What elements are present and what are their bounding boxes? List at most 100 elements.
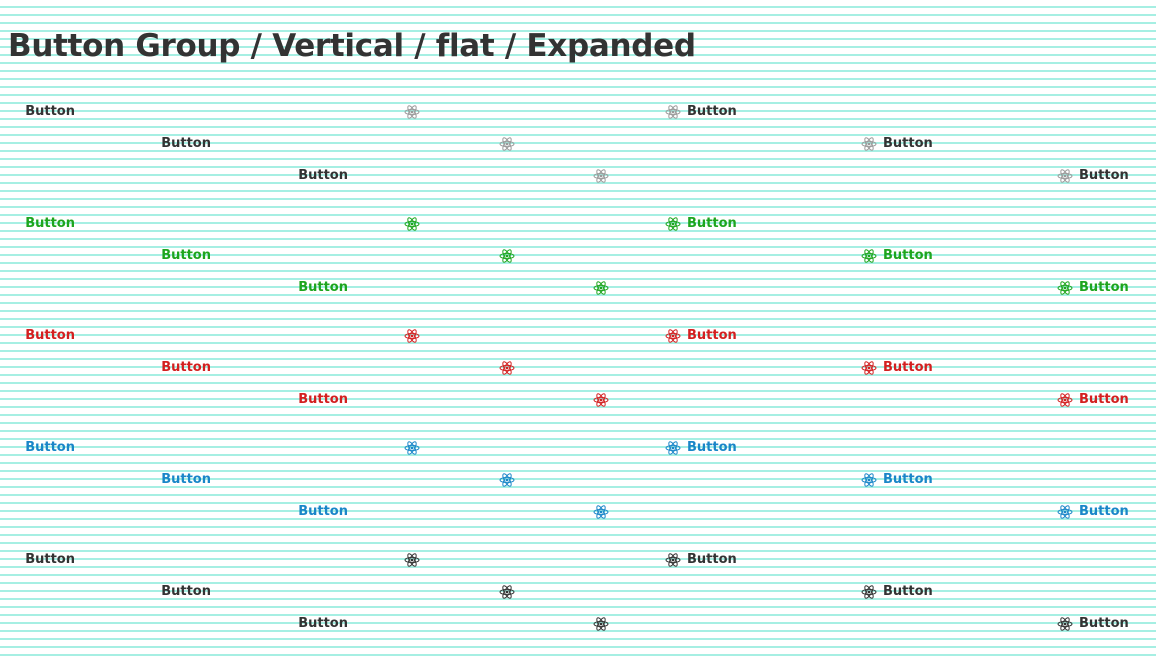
dark-text-button[interactable]: Button xyxy=(0,550,75,570)
atom-icon xyxy=(593,280,609,296)
button-label: Button xyxy=(687,440,737,455)
button-label: Button xyxy=(1079,168,1129,183)
atom-icon xyxy=(593,392,609,408)
atom-icon xyxy=(665,216,681,232)
primary-text-button[interactable]: Button xyxy=(91,470,211,490)
danger-text-button[interactable]: Button xyxy=(0,326,75,346)
atom-icon xyxy=(499,360,515,376)
danger-icon-text-button[interactable]: Button xyxy=(665,326,737,346)
primary-text-button[interactable]: Button xyxy=(228,502,348,522)
atom-icon xyxy=(665,104,681,120)
button-label: Button xyxy=(1079,504,1129,519)
success-icon-button[interactable] xyxy=(404,216,420,232)
atom-icon xyxy=(593,616,609,632)
button-label: Button xyxy=(298,168,348,183)
success-icon-text-button[interactable]: Button xyxy=(1057,278,1129,298)
success-text-button[interactable]: Button xyxy=(91,246,211,266)
success-icon-text-button[interactable]: Button xyxy=(861,246,933,266)
atom-icon xyxy=(499,472,515,488)
default-text-button[interactable]: Button xyxy=(228,166,348,186)
button-label: Button xyxy=(883,472,933,487)
danger-icon-button[interactable] xyxy=(499,360,515,376)
atom-icon xyxy=(861,360,877,376)
danger-icon-text-button[interactable]: Button xyxy=(1057,390,1129,410)
default-icon-text-button[interactable]: Button xyxy=(1057,166,1129,186)
atom-icon xyxy=(861,472,877,488)
button-label: Button xyxy=(161,584,211,599)
default-icon-button[interactable] xyxy=(499,136,515,152)
atom-icon xyxy=(665,440,681,456)
atom-icon xyxy=(665,328,681,344)
button-label: Button xyxy=(298,616,348,631)
atom-icon xyxy=(593,168,609,184)
atom-icon xyxy=(593,504,609,520)
atom-icon xyxy=(861,584,877,600)
danger-icon-button[interactable] xyxy=(404,328,420,344)
primary-icon-text-button[interactable]: Button xyxy=(665,438,737,458)
dark-text-button[interactable]: Button xyxy=(228,614,348,634)
button-label: Button xyxy=(1079,392,1129,407)
atom-icon xyxy=(499,584,515,600)
button-label: Button xyxy=(687,104,737,119)
page-title: Button Group / Vertical / flat / Expande… xyxy=(8,28,696,64)
button-label: Button xyxy=(25,440,75,455)
dark-icon-button[interactable] xyxy=(593,616,609,632)
atom-icon xyxy=(861,248,877,264)
button-label: Button xyxy=(298,280,348,295)
atom-icon xyxy=(1057,392,1073,408)
button-label: Button xyxy=(1079,616,1129,631)
primary-icon-text-button[interactable]: Button xyxy=(861,470,933,490)
danger-icon-button[interactable] xyxy=(593,392,609,408)
atom-icon xyxy=(1057,280,1073,296)
atom-icon xyxy=(404,104,420,120)
danger-text-button[interactable]: Button xyxy=(91,358,211,378)
default-text-button[interactable]: Button xyxy=(91,134,211,154)
dark-icon-button[interactable] xyxy=(499,584,515,600)
default-icon-button[interactable] xyxy=(404,104,420,120)
default-icon-text-button[interactable]: Button xyxy=(861,134,933,154)
atom-icon xyxy=(1057,168,1073,184)
button-label: Button xyxy=(25,216,75,231)
atom-icon xyxy=(499,136,515,152)
button-label: Button xyxy=(687,552,737,567)
button-label: Button xyxy=(298,504,348,519)
button-label: Button xyxy=(687,216,737,231)
default-icon-button[interactable] xyxy=(593,168,609,184)
primary-icon-text-button[interactable]: Button xyxy=(1057,502,1129,522)
button-label: Button xyxy=(883,136,933,151)
default-icon-text-button[interactable]: Button xyxy=(665,102,737,122)
dark-icon-text-button[interactable]: Button xyxy=(665,550,737,570)
primary-text-button[interactable]: Button xyxy=(0,438,75,458)
primary-icon-button[interactable] xyxy=(593,504,609,520)
atom-icon xyxy=(1057,616,1073,632)
danger-text-button[interactable]: Button xyxy=(228,390,348,410)
primary-icon-button[interactable] xyxy=(404,440,420,456)
atom-icon xyxy=(499,248,515,264)
success-text-button[interactable]: Button xyxy=(0,214,75,234)
dark-icon-button[interactable] xyxy=(404,552,420,568)
dark-text-button[interactable]: Button xyxy=(91,582,211,602)
success-text-button[interactable]: Button xyxy=(228,278,348,298)
dark-icon-text-button[interactable]: Button xyxy=(1057,614,1129,634)
success-icon-button[interactable] xyxy=(593,280,609,296)
atom-icon xyxy=(404,216,420,232)
button-label: Button xyxy=(883,584,933,599)
button-label: Button xyxy=(687,328,737,343)
button-label: Button xyxy=(25,328,75,343)
atom-icon xyxy=(404,328,420,344)
default-text-button[interactable]: Button xyxy=(0,102,75,122)
atom-icon xyxy=(861,136,877,152)
danger-icon-text-button[interactable]: Button xyxy=(861,358,933,378)
atom-icon xyxy=(1057,504,1073,520)
dark-icon-text-button[interactable]: Button xyxy=(861,582,933,602)
button-label: Button xyxy=(298,392,348,407)
button-label: Button xyxy=(161,136,211,151)
button-label: Button xyxy=(25,552,75,567)
atom-icon xyxy=(404,440,420,456)
success-icon-button[interactable] xyxy=(499,248,515,264)
success-icon-text-button[interactable]: Button xyxy=(665,214,737,234)
button-label: Button xyxy=(883,360,933,375)
button-label: Button xyxy=(161,472,211,487)
button-label: Button xyxy=(25,104,75,119)
primary-icon-button[interactable] xyxy=(499,472,515,488)
